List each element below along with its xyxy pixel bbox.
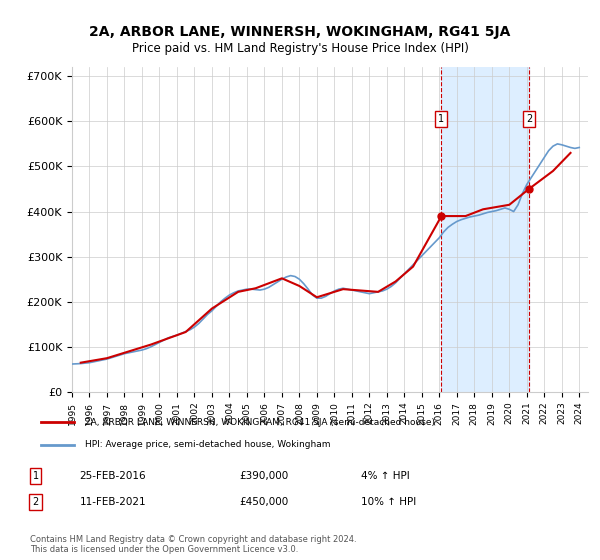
Text: 11-FEB-2021: 11-FEB-2021 xyxy=(80,497,146,507)
Text: 2: 2 xyxy=(526,114,532,124)
Text: 2A, ARBOR LANE, WINNERSH, WOKINGHAM, RG41 5JA: 2A, ARBOR LANE, WINNERSH, WOKINGHAM, RG4… xyxy=(89,25,511,39)
Text: 1: 1 xyxy=(439,114,445,124)
Text: £390,000: £390,000 xyxy=(240,471,289,481)
Text: HPI: Average price, semi-detached house, Wokingham: HPI: Average price, semi-detached house,… xyxy=(85,440,331,449)
Text: 25-FEB-2016: 25-FEB-2016 xyxy=(80,471,146,481)
Text: £450,000: £450,000 xyxy=(240,497,289,507)
Text: 10% ↑ HPI: 10% ↑ HPI xyxy=(361,497,416,507)
Text: Contains HM Land Registry data © Crown copyright and database right 2024.
This d: Contains HM Land Registry data © Crown c… xyxy=(30,535,356,554)
Text: 4% ↑ HPI: 4% ↑ HPI xyxy=(361,471,410,481)
Text: 2: 2 xyxy=(32,497,38,507)
Text: Price paid vs. HM Land Registry's House Price Index (HPI): Price paid vs. HM Land Registry's House … xyxy=(131,42,469,55)
Text: 2A, ARBOR LANE, WINNERSH, WOKINGHAM, RG41 5JA (semi-detached house): 2A, ARBOR LANE, WINNERSH, WOKINGHAM, RG4… xyxy=(85,418,435,427)
Text: 1: 1 xyxy=(32,471,38,481)
Bar xyxy=(442,67,529,392)
